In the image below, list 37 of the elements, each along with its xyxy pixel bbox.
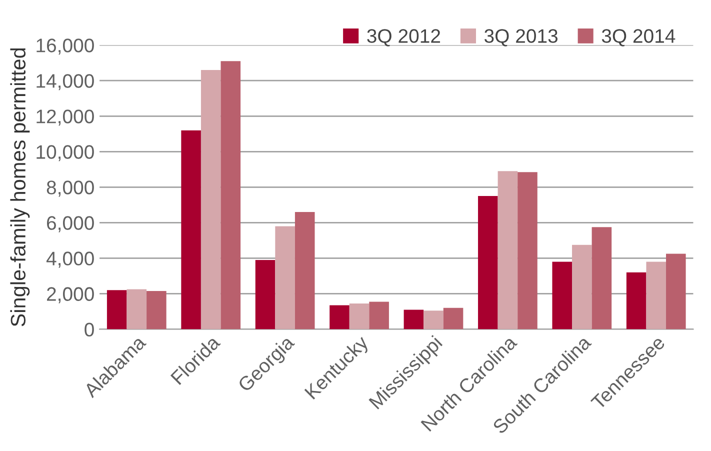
y-tick-label: 2,000 bbox=[47, 287, 94, 304]
bar bbox=[424, 310, 444, 330]
y-tick-label: 10,000 bbox=[36, 145, 94, 162]
bar bbox=[220, 61, 241, 330]
bar bbox=[330, 305, 350, 330]
bar bbox=[626, 272, 646, 330]
bar bbox=[369, 302, 389, 330]
legend-label: 3Q 2014 bbox=[602, 29, 676, 46]
bar bbox=[646, 262, 666, 330]
bar bbox=[478, 196, 498, 330]
bar bbox=[666, 254, 686, 330]
y-tick-label: 6,000 bbox=[47, 216, 94, 232]
y-tick-label: 16,000 bbox=[36, 38, 94, 55]
y-tick-label: 12,000 bbox=[36, 110, 94, 126]
bar bbox=[404, 310, 424, 330]
bar bbox=[126, 289, 147, 330]
bar bbox=[498, 171, 518, 330]
y-tick-label: 4,000 bbox=[46, 252, 94, 268]
bar bbox=[181, 130, 201, 330]
bar bbox=[518, 172, 538, 330]
bar bbox=[592, 227, 612, 330]
bar bbox=[200, 70, 221, 330]
y-tick-label: 8,000 bbox=[46, 180, 94, 197]
bar bbox=[572, 244, 592, 330]
bar bbox=[255, 260, 276, 330]
legend-label: 3Q 2013 bbox=[484, 29, 558, 46]
bar bbox=[275, 226, 295, 330]
bar bbox=[146, 291, 166, 330]
bar bbox=[294, 212, 315, 330]
bar bbox=[552, 262, 572, 330]
bar bbox=[443, 308, 464, 330]
legend-label: 3Q 2012 bbox=[367, 29, 440, 46]
bar bbox=[106, 290, 127, 330]
y-tick-label: 14,000 bbox=[36, 74, 94, 90]
y-axis-title: Single-family homes permitted bbox=[10, 48, 30, 326]
y-tick-label: 0 bbox=[84, 322, 94, 336]
bar bbox=[349, 303, 370, 330]
